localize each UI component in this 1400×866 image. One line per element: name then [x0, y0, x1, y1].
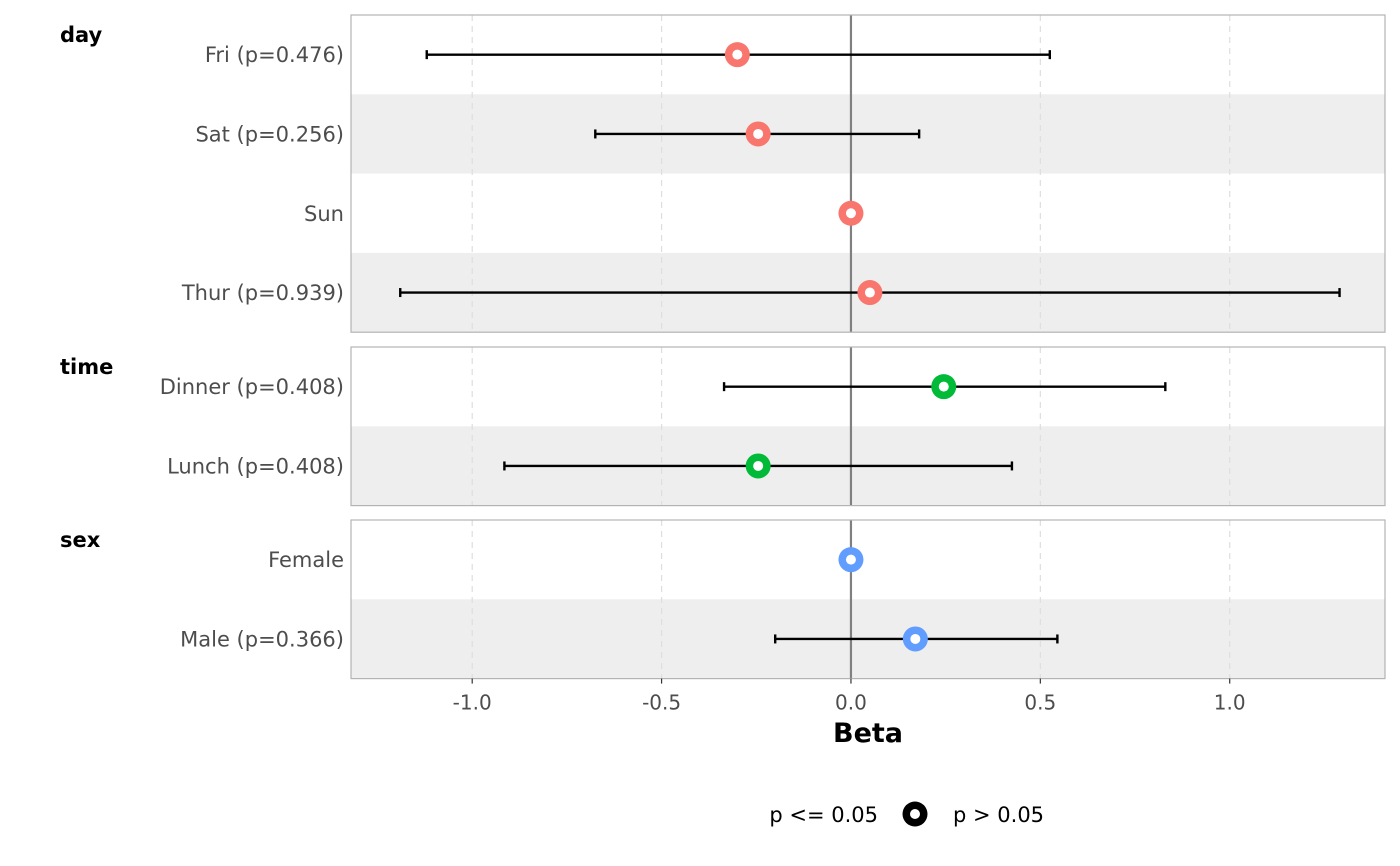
estimate-point — [931, 374, 957, 400]
panel-sex: sex Female Male (p=0.366) — [60, 519, 1386, 680]
group-label: time — [60, 355, 113, 379]
row-label: Fri (p=0.476) — [205, 43, 344, 67]
estimate-point — [724, 42, 750, 68]
estimate-point — [838, 547, 864, 573]
group-label: sex — [60, 528, 101, 552]
x-axis: -1.0 -0.5 0.0 0.5 1.0 — [453, 678, 1246, 715]
legend-label: p <= 0.05 — [769, 803, 878, 827]
estimate-point — [745, 121, 771, 147]
panel-border — [350, 14, 1386, 333]
x-tick-label: -0.5 — [642, 691, 681, 715]
x-tick-label: -1.0 — [453, 691, 492, 715]
row-label: Sun — [304, 202, 344, 226]
panel-border — [350, 346, 1386, 507]
row-label: Thur (p=0.939) — [181, 281, 344, 305]
row-label: Dinner (p=0.408) — [160, 375, 344, 399]
legend: p <= 0.05 p > 0.05 — [769, 801, 1044, 827]
row-background — [351, 173, 1385, 253]
estimate-point — [838, 200, 864, 226]
panels: day Fri (p=0.476) Sat (p=0.256) Sun Thur (p=… — [60, 14, 1386, 680]
legend-label: p > 0.05 — [953, 803, 1044, 827]
x-axis-title: Beta — [833, 718, 903, 749]
row-label: Sat (p=0.256) — [195, 122, 344, 146]
row-label: Lunch (p=0.408) — [167, 454, 344, 478]
legend-key — [902, 801, 928, 827]
x-tick-label: 0.5 — [1024, 691, 1056, 715]
x-tick-label: 1.0 — [1214, 691, 1246, 715]
panel-day: day Fri (p=0.476) Sat (p=0.256) Sun Thur (p=… — [60, 14, 1386, 333]
row-label: Male (p=0.366) — [180, 627, 344, 651]
row-label: Female — [268, 548, 344, 572]
panel-time: time Dinner (p=0.408) Lunch (p=0.408) — [60, 346, 1386, 507]
panel-border — [350, 519, 1386, 680]
row-background — [351, 520, 1385, 600]
estimate-point — [745, 453, 771, 479]
x-tick-label: 0.0 — [835, 691, 867, 715]
estimate-point — [857, 280, 883, 306]
group-label: day — [60, 23, 103, 47]
estimate-point — [902, 626, 928, 652]
